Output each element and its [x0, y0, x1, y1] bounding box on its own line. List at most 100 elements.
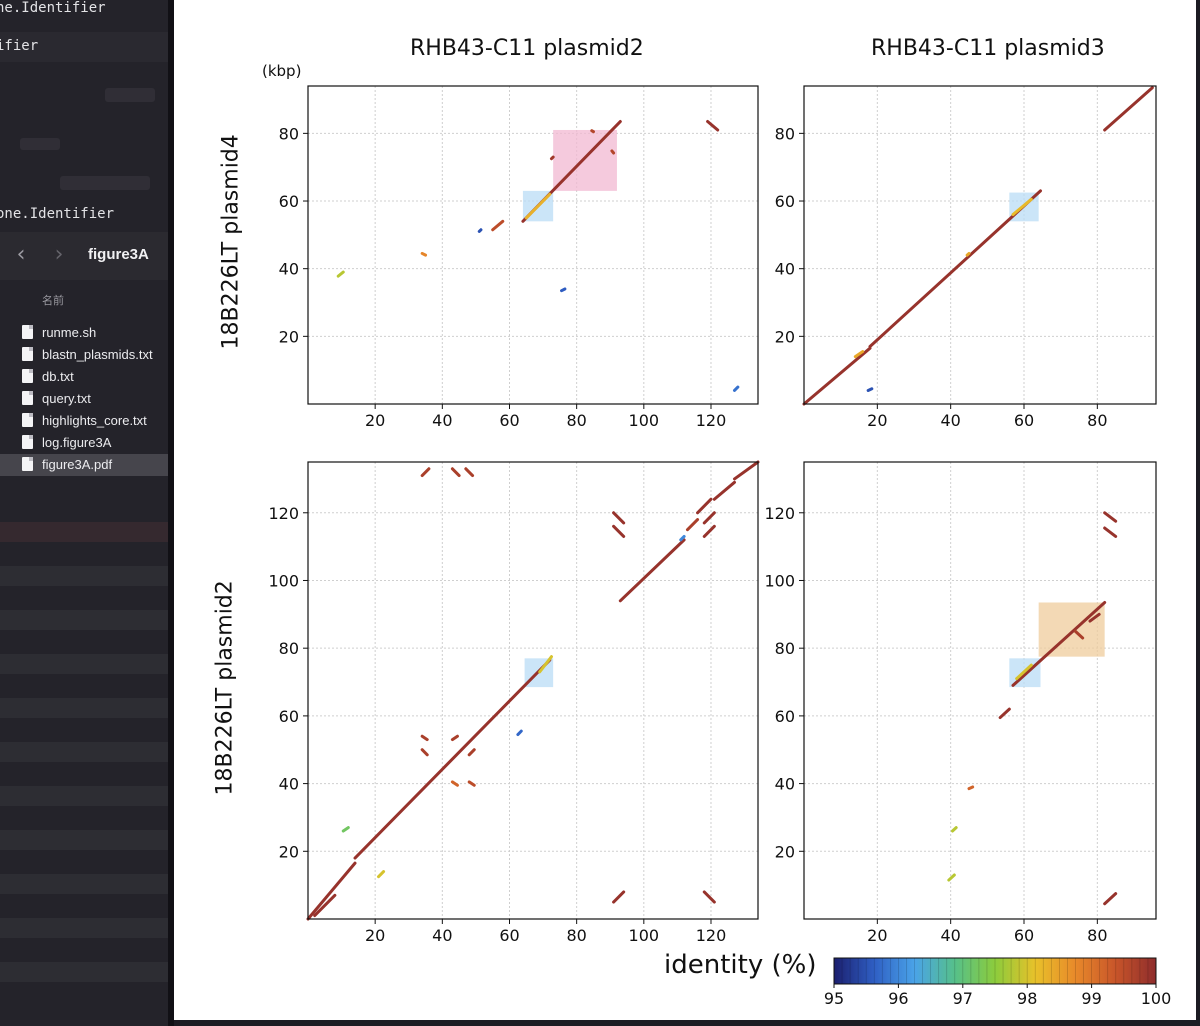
y-tick-label: 20	[775, 327, 795, 346]
code-line: ifier	[0, 38, 39, 54]
alignment-segment	[1073, 629, 1085, 640]
alignment-segment	[610, 149, 616, 155]
colorbar-gradient	[834, 958, 1156, 984]
alignment-segment	[732, 385, 740, 392]
alignment-segment	[618, 538, 686, 603]
alignment-segment	[732, 460, 760, 481]
alignment-segment	[853, 350, 865, 359]
y-tick-label: 60	[775, 192, 795, 211]
colorbar-tick-label: 96	[888, 989, 908, 1008]
y-tick-label: 120	[268, 504, 299, 523]
blurred-row	[0, 742, 168, 762]
blurred-row	[0, 610, 168, 630]
alignment-segment	[802, 346, 872, 406]
alignment-segment	[420, 467, 431, 478]
blurred-item	[60, 176, 150, 190]
plot-frame	[307, 85, 759, 405]
alignment-segment	[1103, 526, 1118, 538]
alignment-segment	[965, 251, 971, 257]
file-name: log.figure3A	[42, 435, 112, 450]
file-row[interactable]: figure3A.pdf	[0, 454, 168, 476]
alignment-segment	[420, 734, 429, 742]
document-icon	[22, 325, 33, 339]
alignment-segment	[560, 287, 567, 293]
alignment-segment	[450, 734, 459, 742]
x-tick-label: 20	[867, 926, 887, 945]
y-tick-label: 80	[279, 124, 299, 143]
alignment-segment	[712, 480, 736, 501]
finder-toolbar	[0, 232, 168, 280]
finder-sidebar: ne.Identifier ifier one.Identifier ‹ › f…	[0, 0, 168, 1026]
code-line: one.Identifier	[0, 206, 115, 222]
alignment-segment	[549, 155, 555, 161]
alignment-segment	[706, 120, 720, 132]
x-tick-label: 40	[940, 411, 960, 430]
folder-title: figure3A	[88, 246, 149, 263]
alignment-segment	[1088, 612, 1101, 623]
alignment-segment	[702, 524, 716, 538]
alignment-segment	[1015, 663, 1033, 681]
alignment-segment	[1103, 511, 1118, 523]
x-tick-label: 20	[365, 926, 385, 945]
y-tick-label: 20	[279, 842, 299, 861]
alignment-segment	[377, 870, 386, 879]
x-tick-label: 80	[1087, 411, 1107, 430]
x-tick-label: 40	[940, 926, 960, 945]
file-row[interactable]: log.figure3A	[0, 432, 168, 454]
file-row[interactable]: query.txt	[0, 388, 168, 410]
alignment-segment	[313, 893, 337, 918]
document-icon	[22, 435, 33, 449]
x-tick-label: 60	[499, 926, 519, 945]
file-name: query.txt	[42, 391, 91, 406]
alignment-segment	[538, 655, 553, 674]
back-button[interactable]: ‹	[16, 242, 26, 267]
document-icon	[22, 391, 33, 405]
forward-button[interactable]: ›	[54, 242, 64, 267]
x-tick-label: 40	[432, 926, 452, 945]
document-icon	[22, 347, 33, 361]
editor-band	[0, 32, 168, 62]
alignment-segment	[467, 780, 476, 787]
alignment-segment	[866, 387, 874, 392]
alignment-segment	[306, 861, 357, 921]
file-row[interactable]: blastn_plasmids.txt	[0, 344, 168, 366]
file-row[interactable]: runme.sh	[0, 322, 168, 344]
alignment-segment	[341, 826, 350, 833]
blurred-item	[20, 138, 60, 150]
x-tick-label: 120	[696, 926, 727, 945]
alignment-segment	[464, 467, 475, 478]
y-tick-label: 80	[775, 124, 795, 143]
plot-frame	[803, 85, 1157, 405]
blurred-row	[0, 566, 168, 586]
file-row[interactable]: db.txt	[0, 366, 168, 388]
blurred-row	[0, 874, 168, 894]
x-tick-label: 60	[499, 411, 519, 430]
y-tick-label: 40	[279, 260, 299, 279]
x-tick-label: 20	[365, 411, 385, 430]
alignment-segment	[947, 873, 956, 882]
file-name: blastn_plasmids.txt	[42, 347, 153, 362]
y-tick-label: 80	[775, 639, 795, 658]
colorbar-tick-label: 98	[1017, 989, 1037, 1008]
alignment-segment	[685, 518, 700, 532]
y-tick-label: 80	[279, 639, 299, 658]
blurred-row	[0, 830, 168, 850]
alignment-segment	[967, 785, 975, 791]
colorbar-title: identity (%)	[664, 950, 817, 980]
x-tick-label: 60	[1014, 411, 1034, 430]
y-tick-label: 60	[775, 707, 795, 726]
x-tick-label: 80	[566, 926, 586, 945]
colorbar-frame	[833, 957, 1157, 985]
blurred-item	[105, 88, 155, 102]
file-row[interactable]: highlights_core.txt	[0, 410, 168, 432]
y-tick-label: 20	[279, 327, 299, 346]
x-tick-label: 60	[1014, 926, 1034, 945]
file-name: db.txt	[42, 369, 74, 384]
y-tick-label: 40	[775, 775, 795, 794]
column-header-name[interactable]: 名前	[42, 295, 64, 307]
document-icon	[22, 413, 33, 427]
alignment-segment	[1011, 197, 1033, 217]
blurred-row	[0, 654, 168, 674]
colorbar-tick-label: 95	[824, 989, 844, 1008]
y-tick-label: 100	[268, 571, 299, 590]
